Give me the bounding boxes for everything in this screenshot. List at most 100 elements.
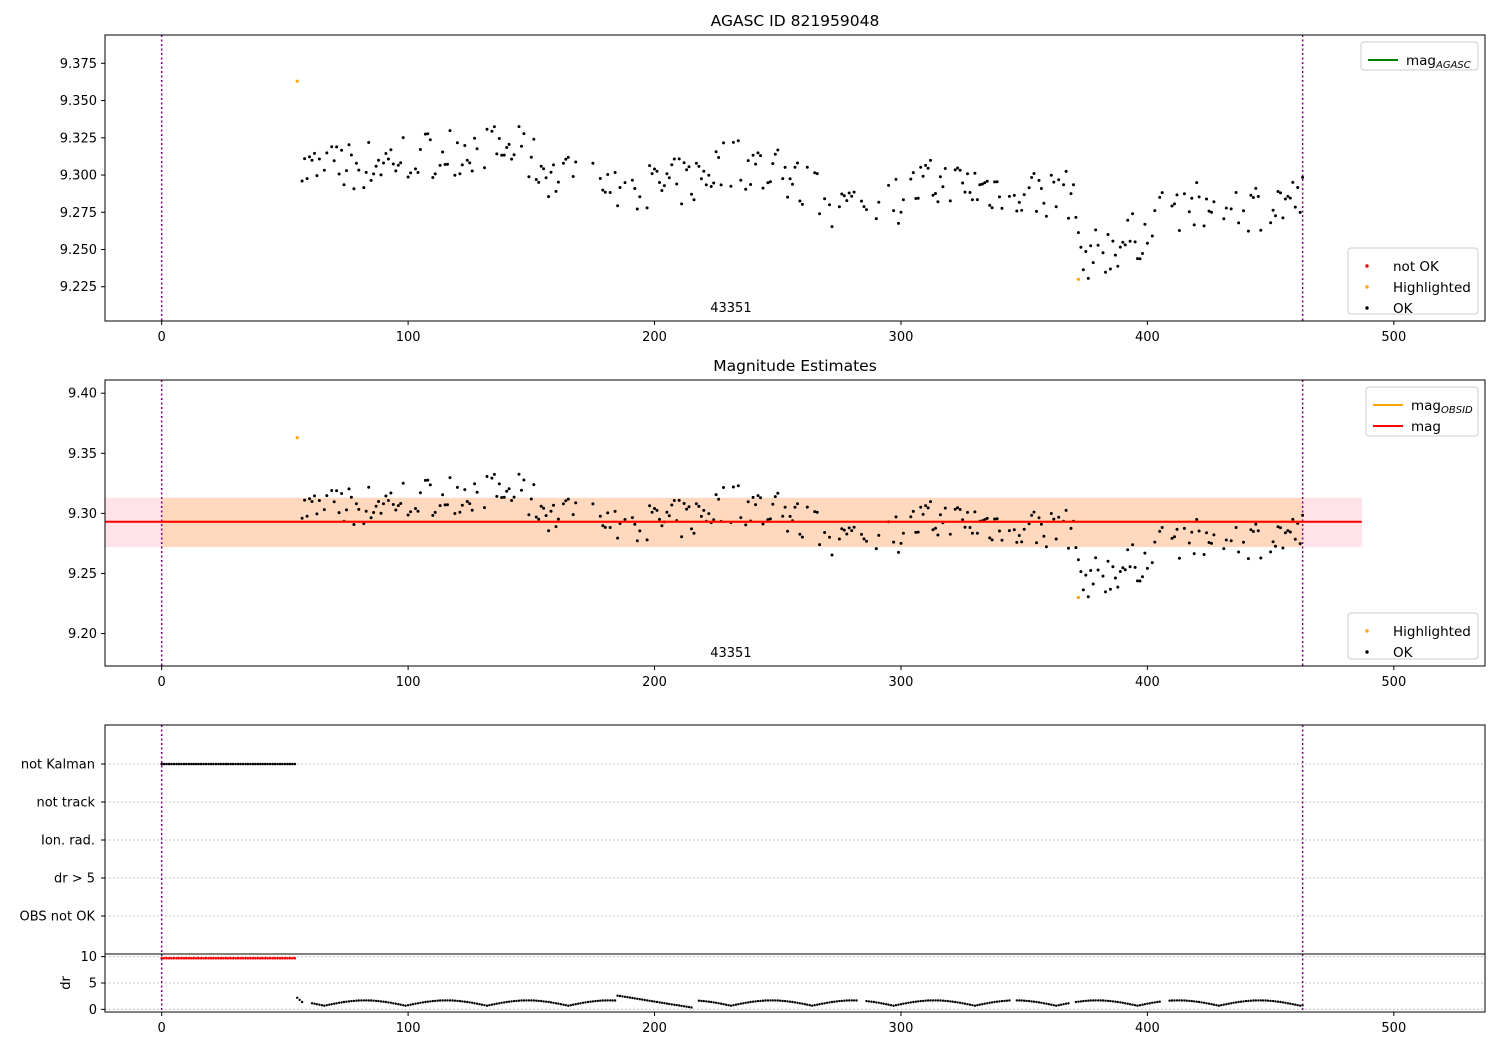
dr-point-not-ok — [283, 956, 287, 960]
data-point-ok — [675, 182, 679, 186]
data-point-ok — [746, 159, 750, 163]
dr-point — [372, 999, 375, 1002]
dr-point — [894, 1004, 898, 1007]
data-point-ok — [1182, 526, 1186, 530]
data-point-ok — [1249, 193, 1253, 197]
dr-point-not-ok — [241, 956, 245, 960]
data-point-ok — [367, 485, 371, 489]
data-point-ok — [1069, 526, 1073, 530]
data-point-ok — [448, 476, 452, 480]
data-point-ok — [934, 526, 937, 530]
data-point-ok — [766, 181, 770, 185]
data-point-ok — [1089, 569, 1093, 572]
dr-point — [655, 1000, 659, 1004]
data-point-ok — [840, 527, 844, 531]
data-point-ok — [995, 180, 999, 184]
legend-label: Highlighted — [1393, 624, 1471, 640]
data-point-ok — [347, 143, 351, 147]
data-point-ok — [313, 151, 316, 155]
data-point-ok — [520, 488, 523, 492]
data-point-ok — [1042, 534, 1046, 538]
dr-point — [1020, 999, 1023, 1002]
dr-point — [756, 999, 760, 1003]
data-point-ok — [874, 217, 878, 221]
data-point-ok — [830, 553, 834, 557]
dr-point — [976, 1004, 979, 1007]
data-point-ok — [1064, 169, 1068, 173]
data-point-ok — [1173, 535, 1176, 539]
data-point-ok — [507, 142, 511, 146]
data-point-ok — [517, 472, 521, 476]
data-point-ok — [938, 175, 942, 179]
data-point-ok — [1118, 570, 1122, 573]
data-point-ok — [571, 175, 575, 178]
data-point-ok — [993, 517, 997, 521]
data-point-ok — [968, 191, 972, 194]
data-point-ok — [556, 517, 560, 521]
dr-point — [803, 1003, 807, 1006]
data-point-ok — [500, 153, 504, 157]
xtick-label: 500 — [1381, 675, 1406, 690]
dr-point-not-ok — [187, 956, 191, 960]
dr-point-not-ok — [291, 956, 294, 960]
ytick-label: 5 — [89, 977, 97, 992]
dr-point — [1269, 999, 1272, 1003]
data-point-ok — [347, 487, 351, 491]
data-point-ok — [1212, 533, 1216, 537]
data-point-ok — [399, 161, 403, 165]
data-point-ok — [1067, 216, 1070, 220]
dr-point — [764, 999, 767, 1002]
dr-point — [643, 998, 646, 1002]
data-point-ok — [712, 518, 716, 522]
data-point-ok — [406, 513, 410, 517]
data-point-ok — [616, 204, 620, 208]
dr-point — [899, 1003, 903, 1006]
dr-point — [362, 999, 365, 1002]
dr-point — [1000, 999, 1004, 1003]
data-point-ok — [707, 512, 711, 516]
data-point-ok — [1246, 229, 1250, 233]
dr-point — [880, 1002, 883, 1005]
dr-point — [1092, 999, 1095, 1002]
data-point-ok — [1242, 540, 1245, 544]
data-point-ok — [490, 129, 494, 133]
panel-1-frame — [104, 379, 1486, 667]
flag-point — [194, 762, 198, 766]
xtick-label: 500 — [1381, 1021, 1406, 1036]
data-point-ok — [465, 158, 469, 162]
data-point-ok — [677, 498, 681, 502]
data-point-ok — [783, 165, 787, 169]
dr-point — [1296, 1004, 1299, 1007]
data-point-ok — [1101, 251, 1105, 255]
data-point-ok — [1116, 585, 1120, 589]
data-point-ok — [470, 508, 474, 512]
dr-point — [357, 999, 360, 1002]
data-point-ok — [815, 172, 819, 176]
dr-point — [1178, 999, 1181, 1002]
dr-point — [434, 999, 437, 1003]
data-point-ok — [958, 168, 962, 172]
dr-point — [702, 999, 705, 1003]
dr-point — [1096, 999, 1100, 1002]
data-point-ok — [349, 153, 353, 157]
flag-point — [251, 762, 255, 766]
data-point-ok — [860, 532, 863, 536]
dr-point-not-ok — [175, 956, 178, 960]
data-point-ok — [507, 487, 511, 491]
legend-frame — [1365, 386, 1479, 437]
data-point-ok — [490, 476, 494, 480]
data-point-ok — [1205, 531, 1208, 535]
dr-point — [567, 1004, 570, 1007]
data-point-ok — [759, 154, 762, 158]
data-point-ok — [897, 550, 900, 554]
data-point-ok — [862, 205, 866, 209]
flag-point — [219, 762, 223, 766]
flag-point — [185, 762, 188, 766]
panel-0-title: AGASC ID 821959048 — [711, 12, 880, 30]
dr-point — [931, 999, 935, 1002]
dr-point — [478, 1003, 481, 1006]
dr-point — [1222, 1003, 1226, 1006]
data-point-ok — [754, 162, 758, 166]
data-point-ok — [756, 494, 760, 498]
data-point-ok — [818, 212, 822, 216]
